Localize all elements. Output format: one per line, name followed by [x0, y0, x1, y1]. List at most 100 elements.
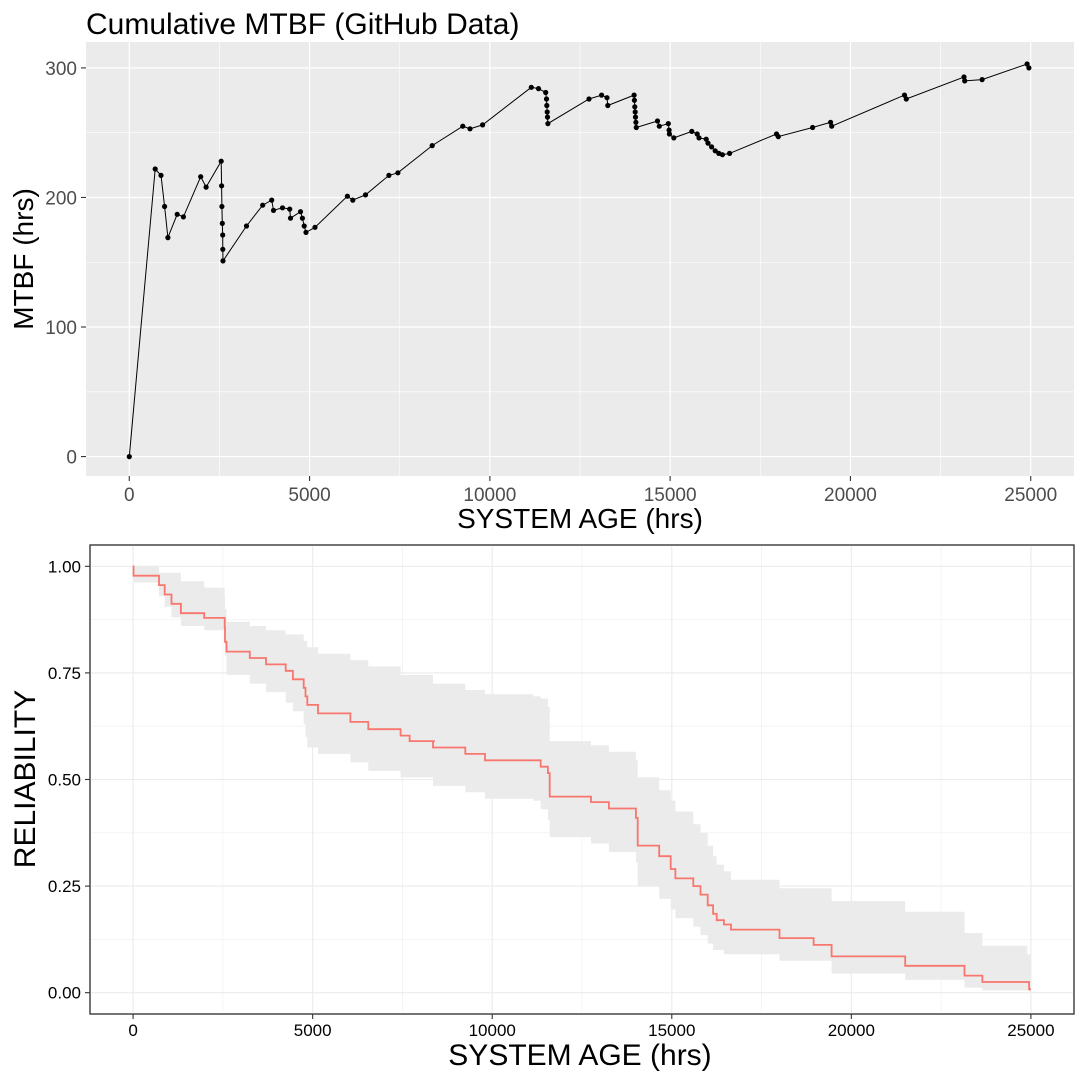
mtbf-point	[605, 102, 611, 109]
mtbf-point	[362, 192, 369, 198]
mtbf-point	[301, 223, 307, 229]
mtbf-point	[543, 89, 549, 96]
axis-ticks-reliability: 0 5000 10000 15000 20000 25000 0.00 0.25 0.50 0.7…	[48, 557, 1055, 1040]
mtbf-point	[467, 126, 473, 132]
mtbf-point	[344, 193, 350, 199]
mtbf-point	[220, 258, 226, 264]
mtbf-point	[709, 144, 715, 150]
mtbf-point	[903, 96, 909, 102]
mtbf-point	[719, 152, 726, 158]
mtbf-point	[586, 96, 592, 102]
mtbf-point	[287, 215, 294, 221]
x-axis-label-mtbf: SYSTEM AGE (hrs)	[457, 503, 703, 534]
y-tick-label: 0	[66, 448, 77, 469]
x-tick-label: 5000	[294, 1021, 332, 1040]
mtbf-point	[671, 135, 677, 141]
y-tick-label: 200	[45, 188, 77, 209]
mtbf-point	[460, 123, 466, 129]
mtbf-point	[279, 205, 286, 211]
x-tick-label: 10000	[463, 485, 516, 506]
mtbf-point	[386, 172, 392, 178]
mtbf-point	[158, 172, 164, 178]
mtbf-point	[631, 97, 638, 103]
mtbf-point	[961, 74, 967, 80]
mtbf-point	[165, 235, 171, 241]
mtbf-point	[666, 131, 673, 137]
mtbf-point	[654, 118, 661, 124]
mtbf-point	[350, 197, 356, 203]
mtbf-point	[979, 77, 985, 83]
mtbf-point	[633, 119, 639, 125]
mtbf-point	[198, 174, 204, 180]
mtbf-point	[544, 102, 550, 109]
mtbf-point	[829, 123, 835, 129]
mtbf-point	[312, 224, 318, 230]
mtbf-point	[901, 92, 908, 98]
mtbf-point	[126, 454, 132, 460]
mtbf-point	[220, 232, 226, 238]
mtbf-point	[631, 92, 637, 98]
mtbf-point	[962, 78, 968, 84]
mtbf-point	[1024, 61, 1030, 67]
y-axis-label-reliability: RELIABILITY	[9, 690, 42, 868]
chart-title: Cumulative MTBF (GitHub Data)	[86, 8, 519, 41]
mtbf-point	[299, 215, 305, 221]
axis-ticks-mtbf: 0 5000 10000 15000 20000 25000 0 100 200 300	[45, 59, 1057, 506]
mtbf-point	[152, 166, 158, 172]
mtbf-point	[712, 148, 718, 154]
mtbf-point	[599, 92, 605, 98]
mtbf-point	[243, 223, 250, 229]
reliability-series	[132, 565, 1031, 993]
mtbf-point	[828, 119, 834, 125]
mtbf-point	[220, 246, 226, 252]
x-tick-label: 0	[128, 1021, 137, 1040]
mtbf-point	[666, 127, 672, 133]
mtbf-point	[689, 128, 695, 134]
mtbf-point	[528, 84, 534, 90]
mtbf-point	[303, 229, 309, 235]
mtbf-point	[162, 203, 168, 210]
mtbf-point	[632, 104, 638, 110]
mtbf-point	[219, 220, 225, 226]
mtbf-point	[480, 122, 486, 128]
gridlines-mtbf	[86, 42, 1074, 476]
mtbf-point	[604, 95, 610, 101]
confidence-band	[133, 566, 1031, 993]
mtbf-point	[297, 209, 304, 215]
x-tick-label: 15000	[648, 1021, 695, 1040]
reliability-step-line	[132, 565, 1031, 991]
y-tick-label: 1.00	[48, 557, 81, 576]
mtbf-point	[1026, 65, 1032, 71]
mtbf-point	[705, 140, 711, 146]
mtbf-point	[703, 136, 709, 142]
mtbf-point	[395, 170, 401, 176]
y-tick-label: 300	[45, 59, 77, 80]
y-axis-label-mtbf: MTBF (hrs)	[8, 188, 39, 330]
mtbf-point	[775, 134, 781, 140]
mtbf-point	[544, 109, 550, 115]
mtbf-point	[260, 202, 266, 208]
mtbf-point	[535, 86, 542, 92]
mtbf-point	[429, 143, 435, 149]
mtbf-point	[174, 211, 180, 217]
mtbf-point	[810, 124, 816, 131]
mtbf-point	[180, 214, 186, 220]
mtbf-point	[219, 203, 225, 210]
mtbf-point	[656, 123, 662, 129]
panel-border	[89, 544, 1075, 1015]
x-tick-label: 20000	[824, 485, 877, 506]
mtbf-point	[543, 96, 550, 102]
x-tick-label: 5000	[288, 485, 330, 506]
mtbf-point	[632, 109, 638, 115]
x-tick-label: 25000	[1004, 485, 1057, 506]
mtbf-point	[545, 121, 551, 127]
mtbf-point	[696, 135, 702, 141]
mtbf-point	[544, 114, 551, 120]
mtbf-point	[727, 150, 733, 156]
mtbf-point	[219, 183, 225, 189]
mtbf-point	[269, 197, 275, 203]
y-tick-label: 100	[45, 318, 77, 339]
mtbf-point	[665, 121, 671, 127]
y-tick-label: 0.00	[48, 984, 81, 1003]
